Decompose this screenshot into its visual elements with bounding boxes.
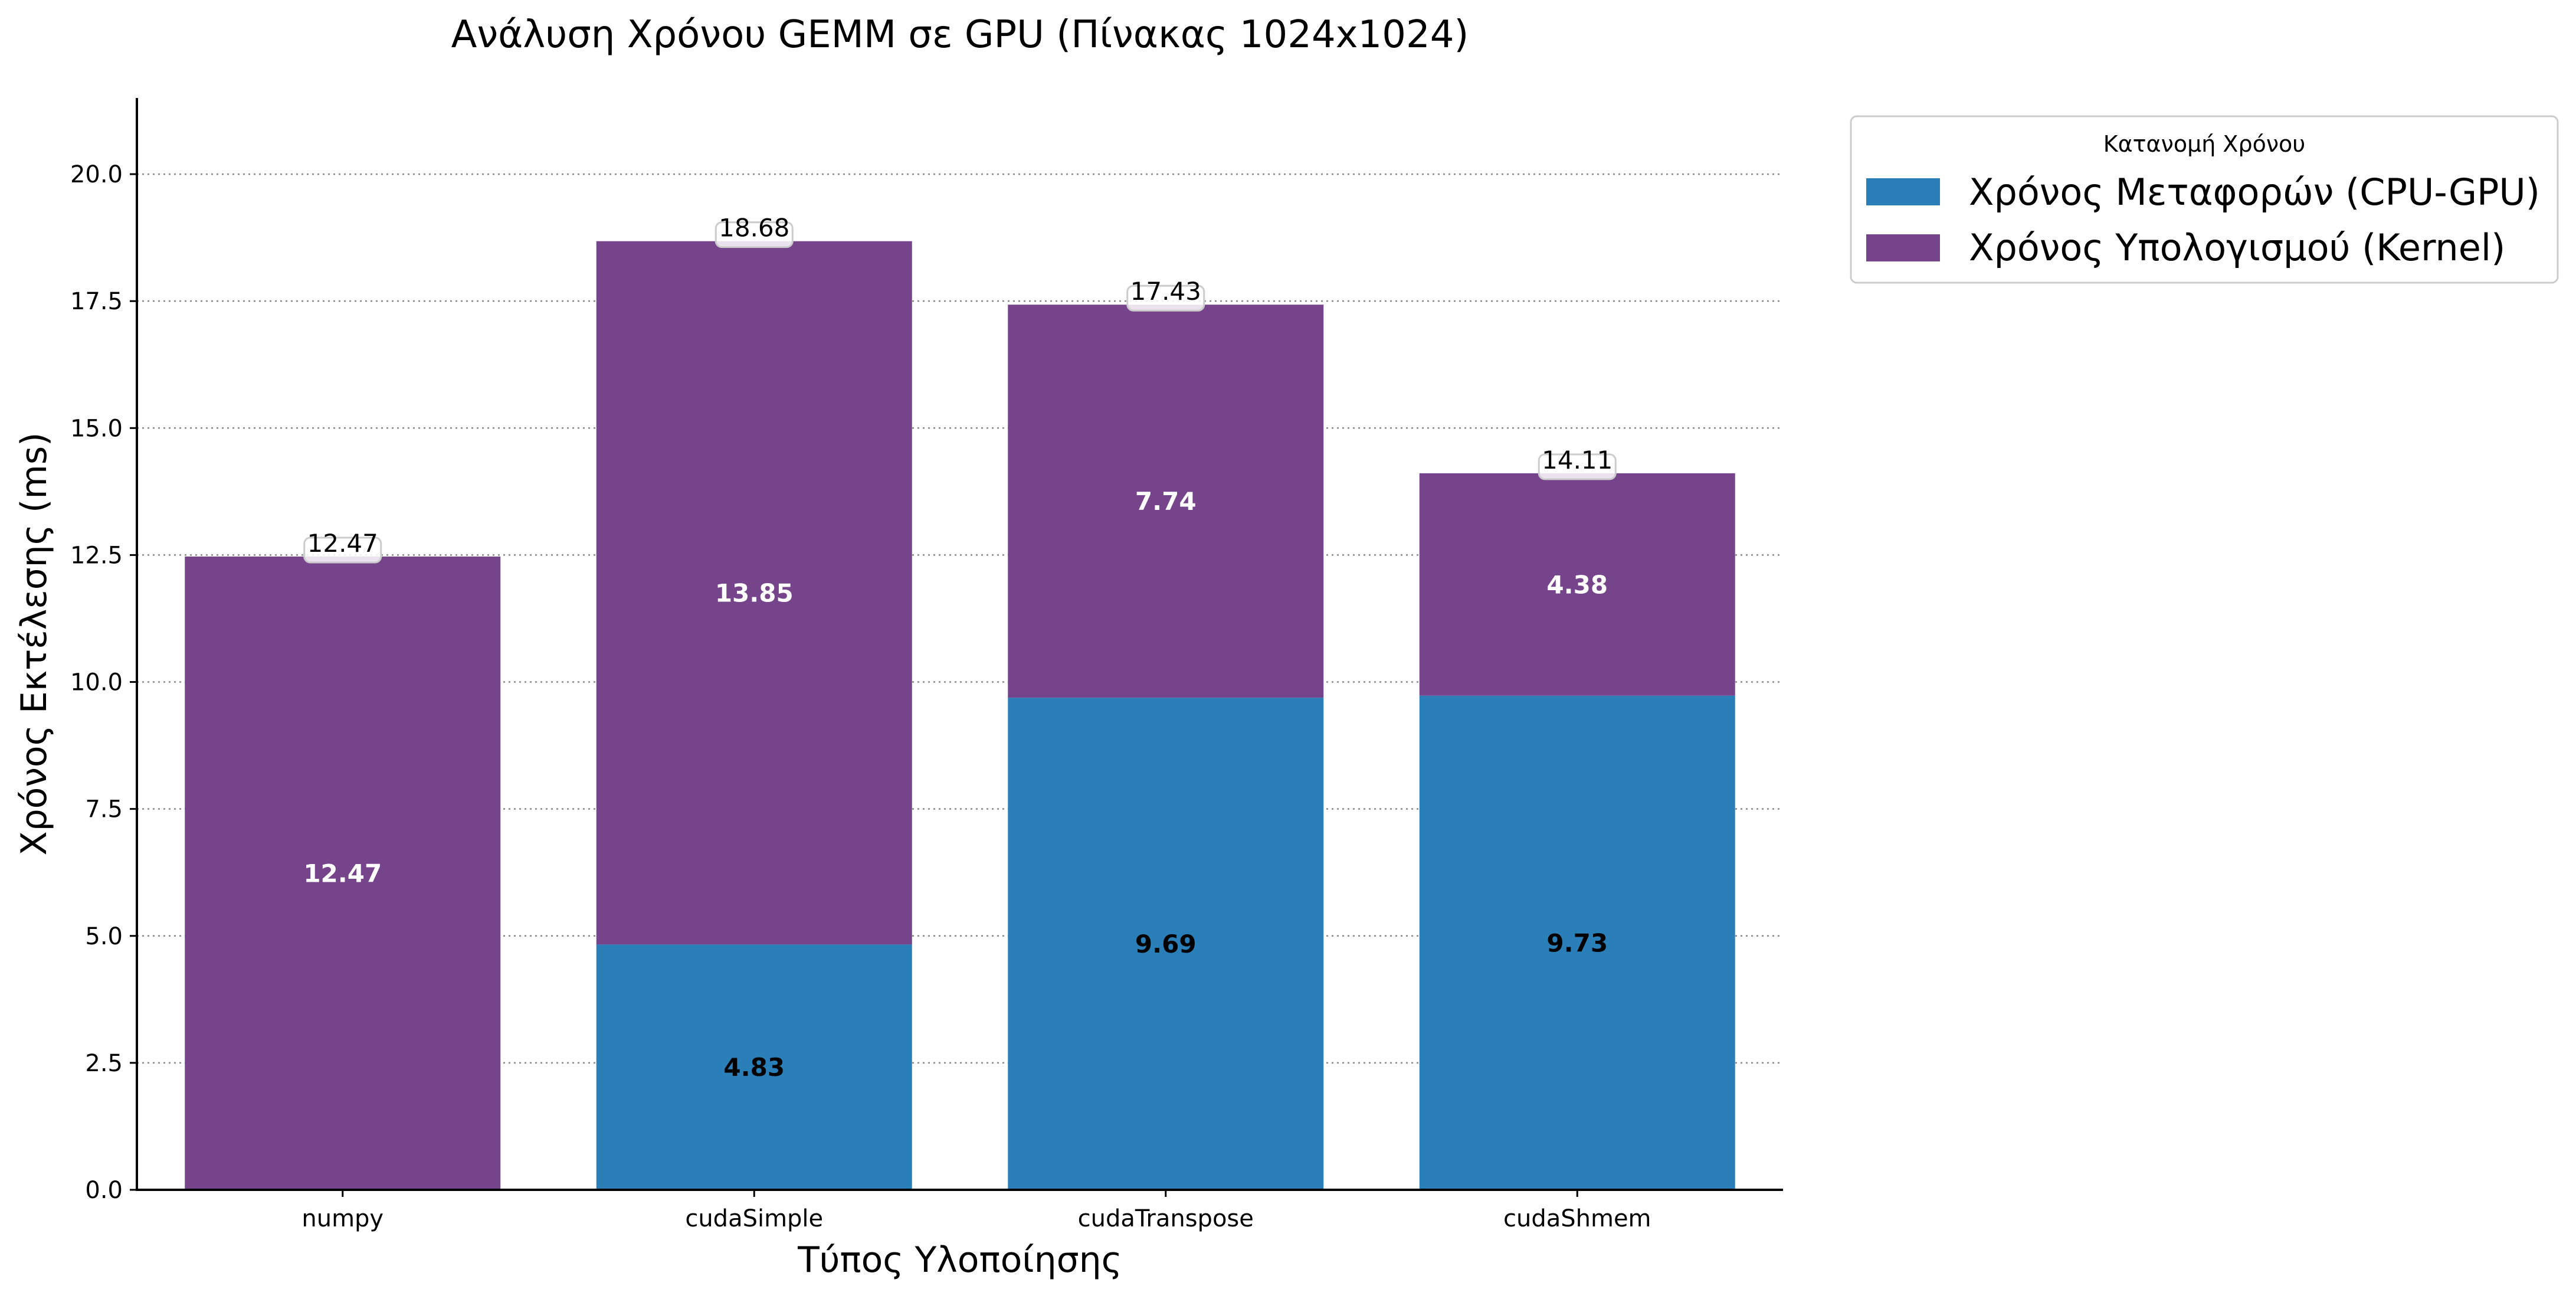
x-tick-label: cudaTranspose	[1078, 1205, 1254, 1232]
bar-cudatranspose-series-1	[1008, 305, 1324, 698]
x-tick-label: numpy	[301, 1205, 384, 1232]
legend-swatch-transfer	[1866, 178, 1940, 205]
y-axis-title: Χρόνος Εκτέλεσης (ms)	[14, 432, 55, 855]
total-label-box	[303, 536, 382, 564]
legend-label-kernel: Χρόνος Υπολογισμού (Kernel)	[1969, 226, 2505, 269]
legend: Κατανομή Χρόνου Χρόνος Μεταφορών (CPU-GP…	[1850, 115, 2559, 284]
bar-value-label: 12.47	[303, 859, 382, 888]
bar-cudashmem-series-0	[1419, 695, 1735, 1190]
legend-frame	[1850, 115, 2559, 284]
x-tick-label: cudaShmem	[1503, 1205, 1651, 1232]
segment-labels-group: 12.47 4.83 13.85 9.69 7.74 9.73 4.38	[303, 487, 1608, 1082]
total-label-box	[1538, 453, 1617, 480]
bar-cudasimple-series-1	[596, 241, 912, 945]
bar-value-label: 13.85	[715, 579, 794, 608]
total-value-label: 14.11	[1542, 446, 1613, 475]
legend-swatch-kernel	[1866, 234, 1940, 261]
y-ticks-group: 0.0 2.5 5.0 7.5 10.0 12.5 15.0 17.5 20.0	[70, 161, 137, 1204]
grid-lines	[137, 173, 1783, 1064]
y-tick-label: 7.5	[85, 796, 123, 823]
legend-label-transfer: Χρόνος Μεταφορών (CPU-GPU)	[1969, 171, 2540, 214]
chart-title: Ανάλυση Χρόνου GEMM σε GPU (Πίνακας 1024…	[451, 13, 1469, 57]
total-labels-group: 12.47 18.68 17.43 14.11	[303, 214, 1617, 564]
bar-value-label: 4.83	[723, 1053, 785, 1082]
legend-title: Κατανομή Χρόνου	[2103, 131, 2306, 157]
bar-value-label: 7.74	[1135, 487, 1197, 516]
y-tick-label: 17.5	[70, 288, 123, 315]
bar-cudasimple-series-0	[596, 944, 912, 1190]
y-tick-label: 2.5	[85, 1050, 123, 1077]
bar-value-label: 9.69	[1135, 930, 1197, 958]
bar-numpy-series-1	[185, 557, 501, 1190]
bar-value-label: 9.73	[1546, 928, 1608, 957]
bar-cudatranspose-series-0	[1008, 698, 1324, 1190]
y-tick-label: 20.0	[70, 161, 123, 188]
bar-value-label: 4.38	[1546, 570, 1608, 599]
y-tick-label: 15.0	[70, 415, 123, 442]
total-value-label: 12.47	[307, 529, 378, 558]
x-tick-label: cudaSimple	[685, 1205, 823, 1232]
y-tick-label: 5.0	[85, 923, 123, 950]
y-tick-label: 10.0	[70, 669, 123, 696]
total-label-box	[715, 221, 794, 248]
total-label-box	[1126, 284, 1205, 312]
x-ticks-group: numpy cudaSimple cudaTranspose cudaShmem	[301, 1190, 1651, 1232]
y-tick-label: 12.5	[70, 542, 123, 569]
total-value-label: 18.68	[719, 214, 789, 243]
x-axis-title: Τύπος Υλοποίησης	[797, 1239, 1122, 1281]
bars-group	[185, 241, 1735, 1190]
bar-cudashmem-series-1	[1419, 473, 1735, 696]
y-tick-label: 0.0	[85, 1177, 123, 1204]
total-value-label: 17.43	[1130, 277, 1201, 306]
